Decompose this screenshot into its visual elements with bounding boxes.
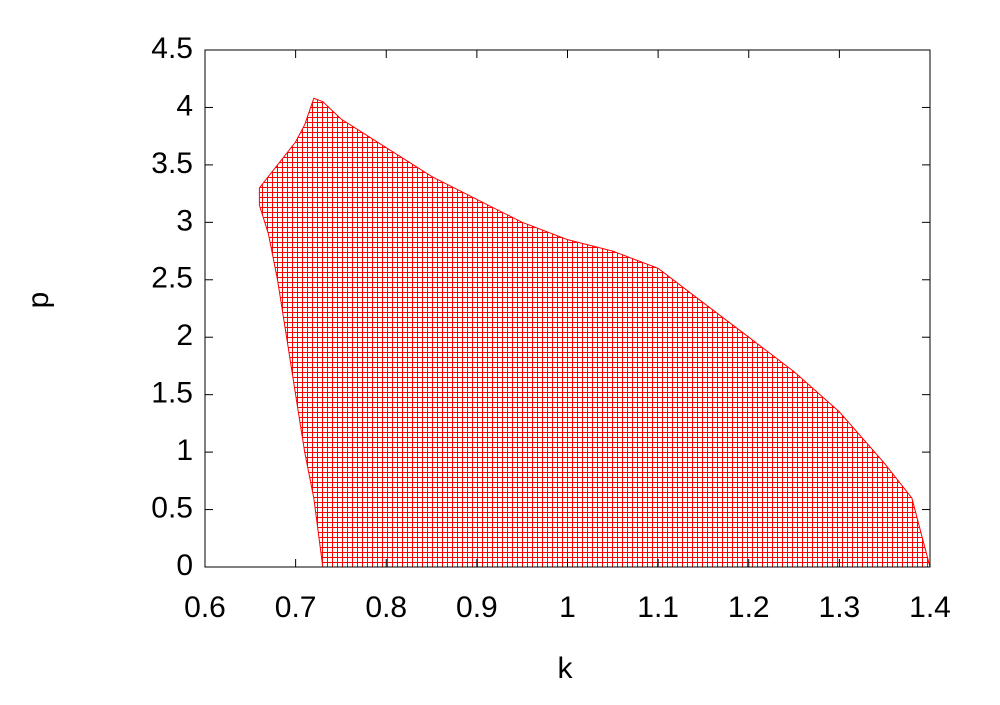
y-tick-label: 0 [176,549,193,582]
y-tick-label: 1.5 [151,377,193,410]
x-tick-label: 1.4 [909,591,951,624]
y-tick-label: 2 [176,319,193,352]
y-tick-label: 1 [176,434,193,467]
y-tick-label: 2.5 [151,262,193,295]
x-tick-label: 1.1 [637,591,679,624]
x-tick-label: 1.2 [728,591,770,624]
x-tick-label: 0.9 [456,591,498,624]
x-tick-label: 0.6 [184,591,226,624]
x-tick-label: 0.8 [365,591,407,624]
y-tick-label: 4 [176,89,193,122]
x-tick-label: 1.3 [819,591,861,624]
y-tick-label: 4.5 [151,32,193,65]
y-tick-label: 0.5 [151,491,193,524]
y-axis-label: p [22,292,55,309]
y-tick-label: 3 [176,204,193,237]
y-tick-label: 3.5 [151,147,193,180]
x-tick-label: 0.7 [275,591,317,624]
region-area [258,97,931,568]
x-axis-label: k [558,652,574,685]
x-tick-label: 1 [559,591,576,624]
